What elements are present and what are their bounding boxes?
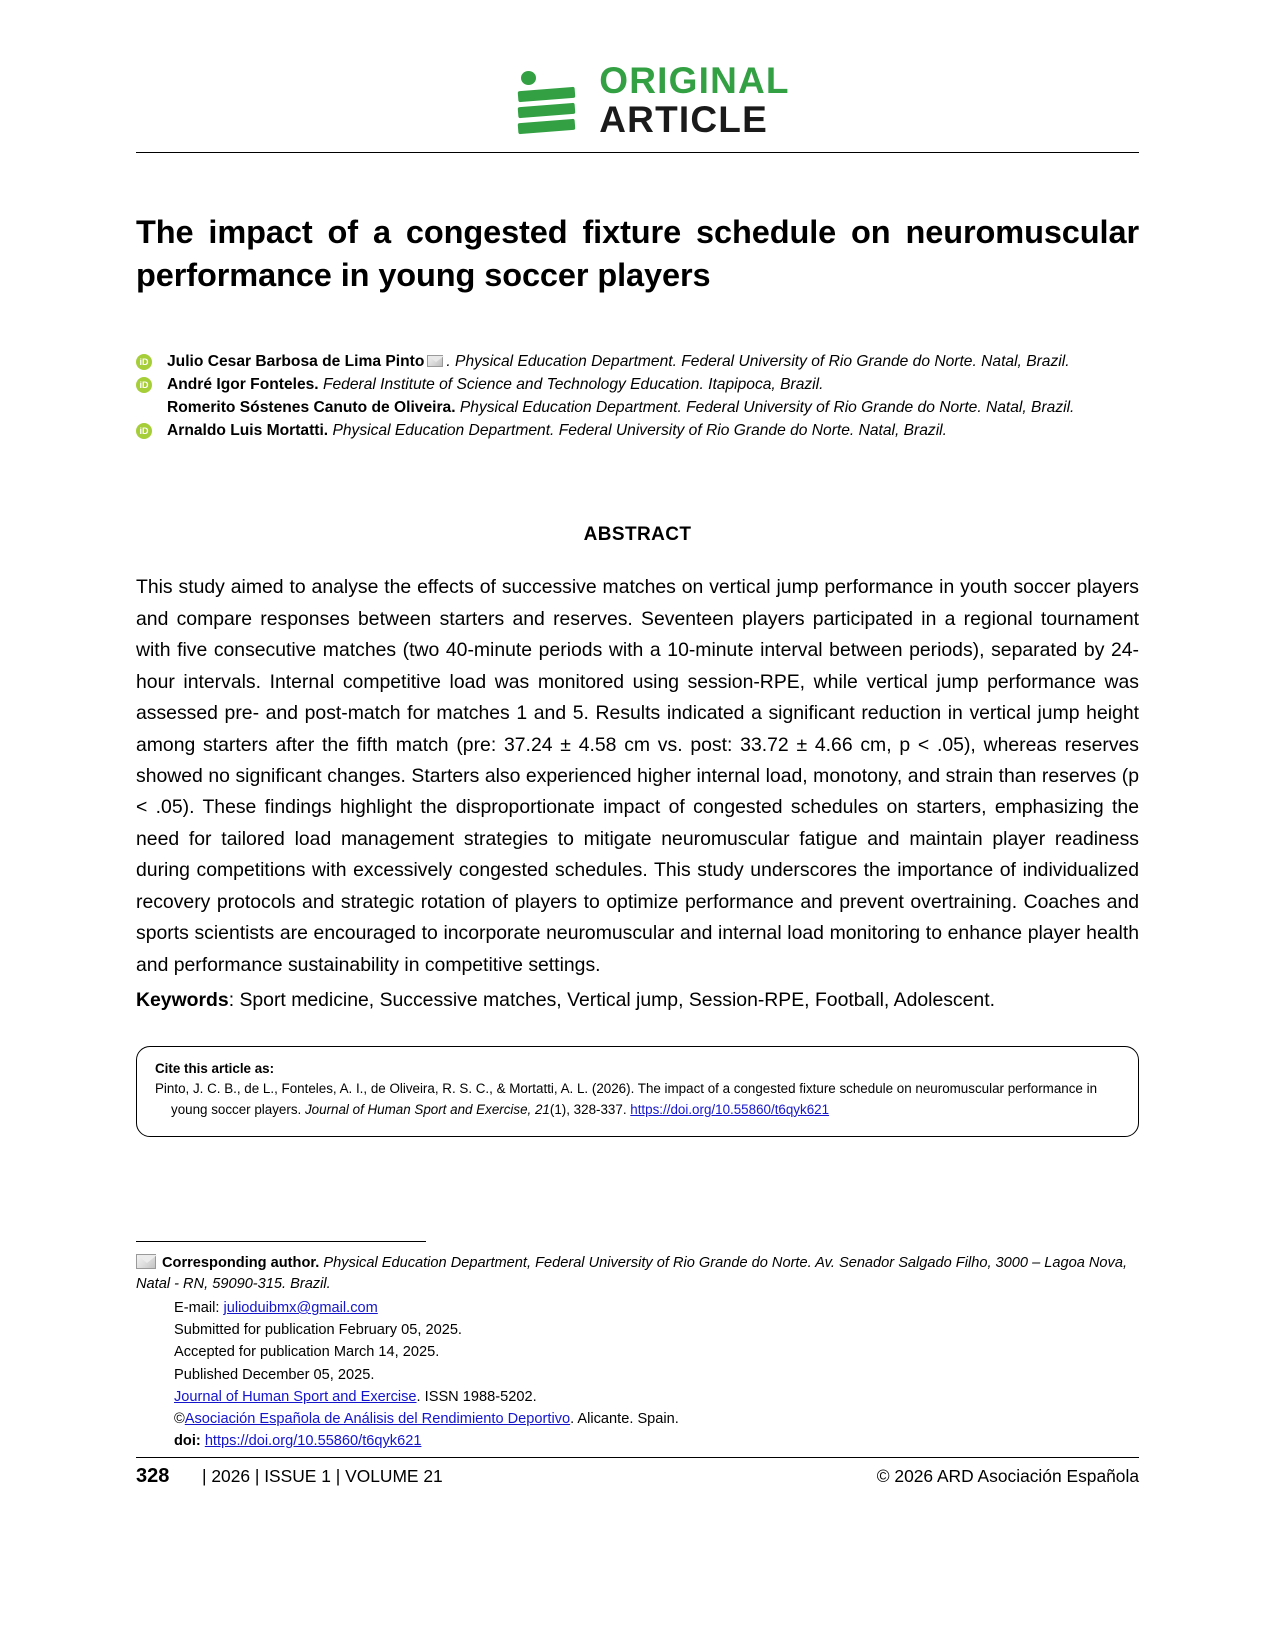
orcid-icon[interactable] <box>136 423 152 440</box>
email-label: E-mail: <box>174 1300 224 1316</box>
page-title: The impact of a congested fixture schedu… <box>136 214 1139 293</box>
page-footer: 328 | 2026 | ISSUE 1 | VOLUME 21 © 2026 … <box>136 1465 1139 1488</box>
footer-divider <box>136 1457 1139 1458</box>
cite-this-article-box: Cite this article as: Pinto, J. C. B., d… <box>136 1046 1139 1137</box>
journal-line: Journal of Human Sport and Exercise. ISS… <box>174 1386 1139 1408</box>
abstract-body: This study aimed to analyse the effects … <box>136 576 1139 976</box>
journal-logo: ORIGINAL ARTICLE <box>515 62 789 138</box>
publisher-link[interactable]: Asociación Española de Análisis del Rend… <box>184 1410 571 1427</box>
email-link[interactable]: julioduibmx@gmail.com <box>223 1300 378 1316</box>
copyright-symbol: © <box>174 1410 185 1427</box>
citation-text-part1: Pinto, J. C. B., de L., Fonteles, A. I.,… <box>155 1081 1098 1117</box>
publisher-line: ©Asociación Española de Análisis del Ren… <box>174 1408 1139 1430</box>
corresponding-author-address: Physical Education Department, Federal U… <box>136 1255 1127 1292</box>
email-line: E-mail: julioduibmx@gmail.com <box>174 1297 1139 1319</box>
orcid-icon[interactable] <box>136 353 152 370</box>
abstract-heading: ABSTRACT <box>583 524 692 546</box>
logo-line-original: ORIGINAL <box>599 60 790 101</box>
author-entry: André Igor Fonteles. Federal Institute o… <box>167 374 1139 396</box>
logo-line-article: ARTICLE <box>599 99 768 140</box>
corresponding-author-label: Corresponding author. <box>162 1255 320 1271</box>
citation-text-part2: (1), 328-337. <box>549 1101 631 1117</box>
accepted-line: Accepted for publication March 14, 2025. <box>174 1344 440 1361</box>
envelope-icon <box>136 1254 157 1269</box>
envelope-icon[interactable] <box>427 354 445 367</box>
author-name: André Igor Fonteles. <box>167 375 319 393</box>
footer-copyright: © 2026 ARD Asociación Española <box>876 1466 1139 1486</box>
keywords-label: Keywords <box>136 989 229 1012</box>
page-header: ORIGINAL ARTICLE <box>136 0 1139 138</box>
author-entry: Romerito Sóstenes Canuto de Oliveira. Ph… <box>167 397 1139 419</box>
corresponding-author-block: Corresponding author. Physical Education… <box>136 1253 1139 1295</box>
journal-link[interactable]: Journal of Human Sport and Exercise <box>174 1388 417 1405</box>
orcid-slot <box>136 374 167 393</box>
footnote-details: E-mail: julioduibmx@gmail.com Submitted … <box>136 1297 1139 1452</box>
cite-box-body: Pinto, J. C. B., de L., Fonteles, A. I.,… <box>155 1079 1118 1119</box>
keywords-line: Keywords: Sport medicine, Successive mat… <box>136 985 1139 1016</box>
striped-flag-icon <box>515 69 577 135</box>
orcid-icon[interactable] <box>136 376 152 393</box>
citation-journal: Journal of Human Sport and Exercise, 21 <box>304 1101 550 1117</box>
author-row: Romerito Sóstenes Canuto de Oliveira. Ph… <box>136 397 1139 419</box>
orcid-slot <box>136 420 167 440</box>
author-affiliation: . Physical Education Department. Federal… <box>446 352 1070 370</box>
submitted-line: Submitted for publication February 05, 2… <box>174 1322 462 1339</box>
author-entry: Arnaldo Luis Mortatti. Physical Educatio… <box>167 420 1139 442</box>
author-list: Julio Cesar Barbosa de Lima Pinto . Physi… <box>136 351 1139 443</box>
issue-info: | 2026 | ISSUE 1 | VOLUME 21 <box>202 1466 443 1486</box>
cite-box-title: Cite this article as: <box>155 1061 275 1077</box>
header-divider <box>136 152 1139 153</box>
author-entry: Julio Cesar Barbosa de Lima Pinto . Physi… <box>167 351 1139 373</box>
doi-label: doi: <box>174 1433 201 1450</box>
orcid-slot <box>136 351 167 370</box>
citation-doi-link[interactable]: https://doi.org/10.55860/t6qyk621 <box>630 1101 830 1117</box>
footnote-divider <box>136 1241 426 1242</box>
author-affiliation: Physical Education Department. Federal U… <box>328 422 947 440</box>
orcid-slot-empty <box>136 397 167 400</box>
author-row: Julio Cesar Barbosa de Lima Pinto . Physi… <box>136 351 1139 373</box>
page-number: 328 <box>136 1465 170 1487</box>
author-affiliation: Federal Institute of Science and Technol… <box>318 375 824 393</box>
doi-line: doi: https://doi.org/10.55860/t6qyk621 <box>174 1430 1139 1452</box>
issn-text: . ISSN 1988-5202. <box>416 1388 537 1405</box>
keywords-value: : Sport medicine, Successive matches, Ve… <box>228 989 995 1012</box>
published-line: Published December 05, 2025. <box>174 1366 375 1383</box>
author-name: Arnaldo Luis Mortatti. <box>167 422 329 440</box>
logo-text: ORIGINAL ARTICLE <box>599 62 789 138</box>
publisher-location: . Alicante. Spain. <box>570 1410 679 1427</box>
footnote-section: Corresponding author. Physical Education… <box>136 1241 1139 1452</box>
author-affiliation: Physical Education Department. Federal U… <box>455 399 1075 417</box>
doi-link[interactable]: https://doi.org/10.55860/t6qyk621 <box>204 1433 422 1450</box>
author-name: Julio Cesar Barbosa de Lima Pinto <box>167 352 425 370</box>
author-row: Arnaldo Luis Mortatti. Physical Educatio… <box>136 420 1139 442</box>
author-name: Romerito Sóstenes Canuto de Oliveira. <box>167 399 456 417</box>
author-row: André Igor Fonteles. Federal Institute o… <box>136 374 1139 396</box>
